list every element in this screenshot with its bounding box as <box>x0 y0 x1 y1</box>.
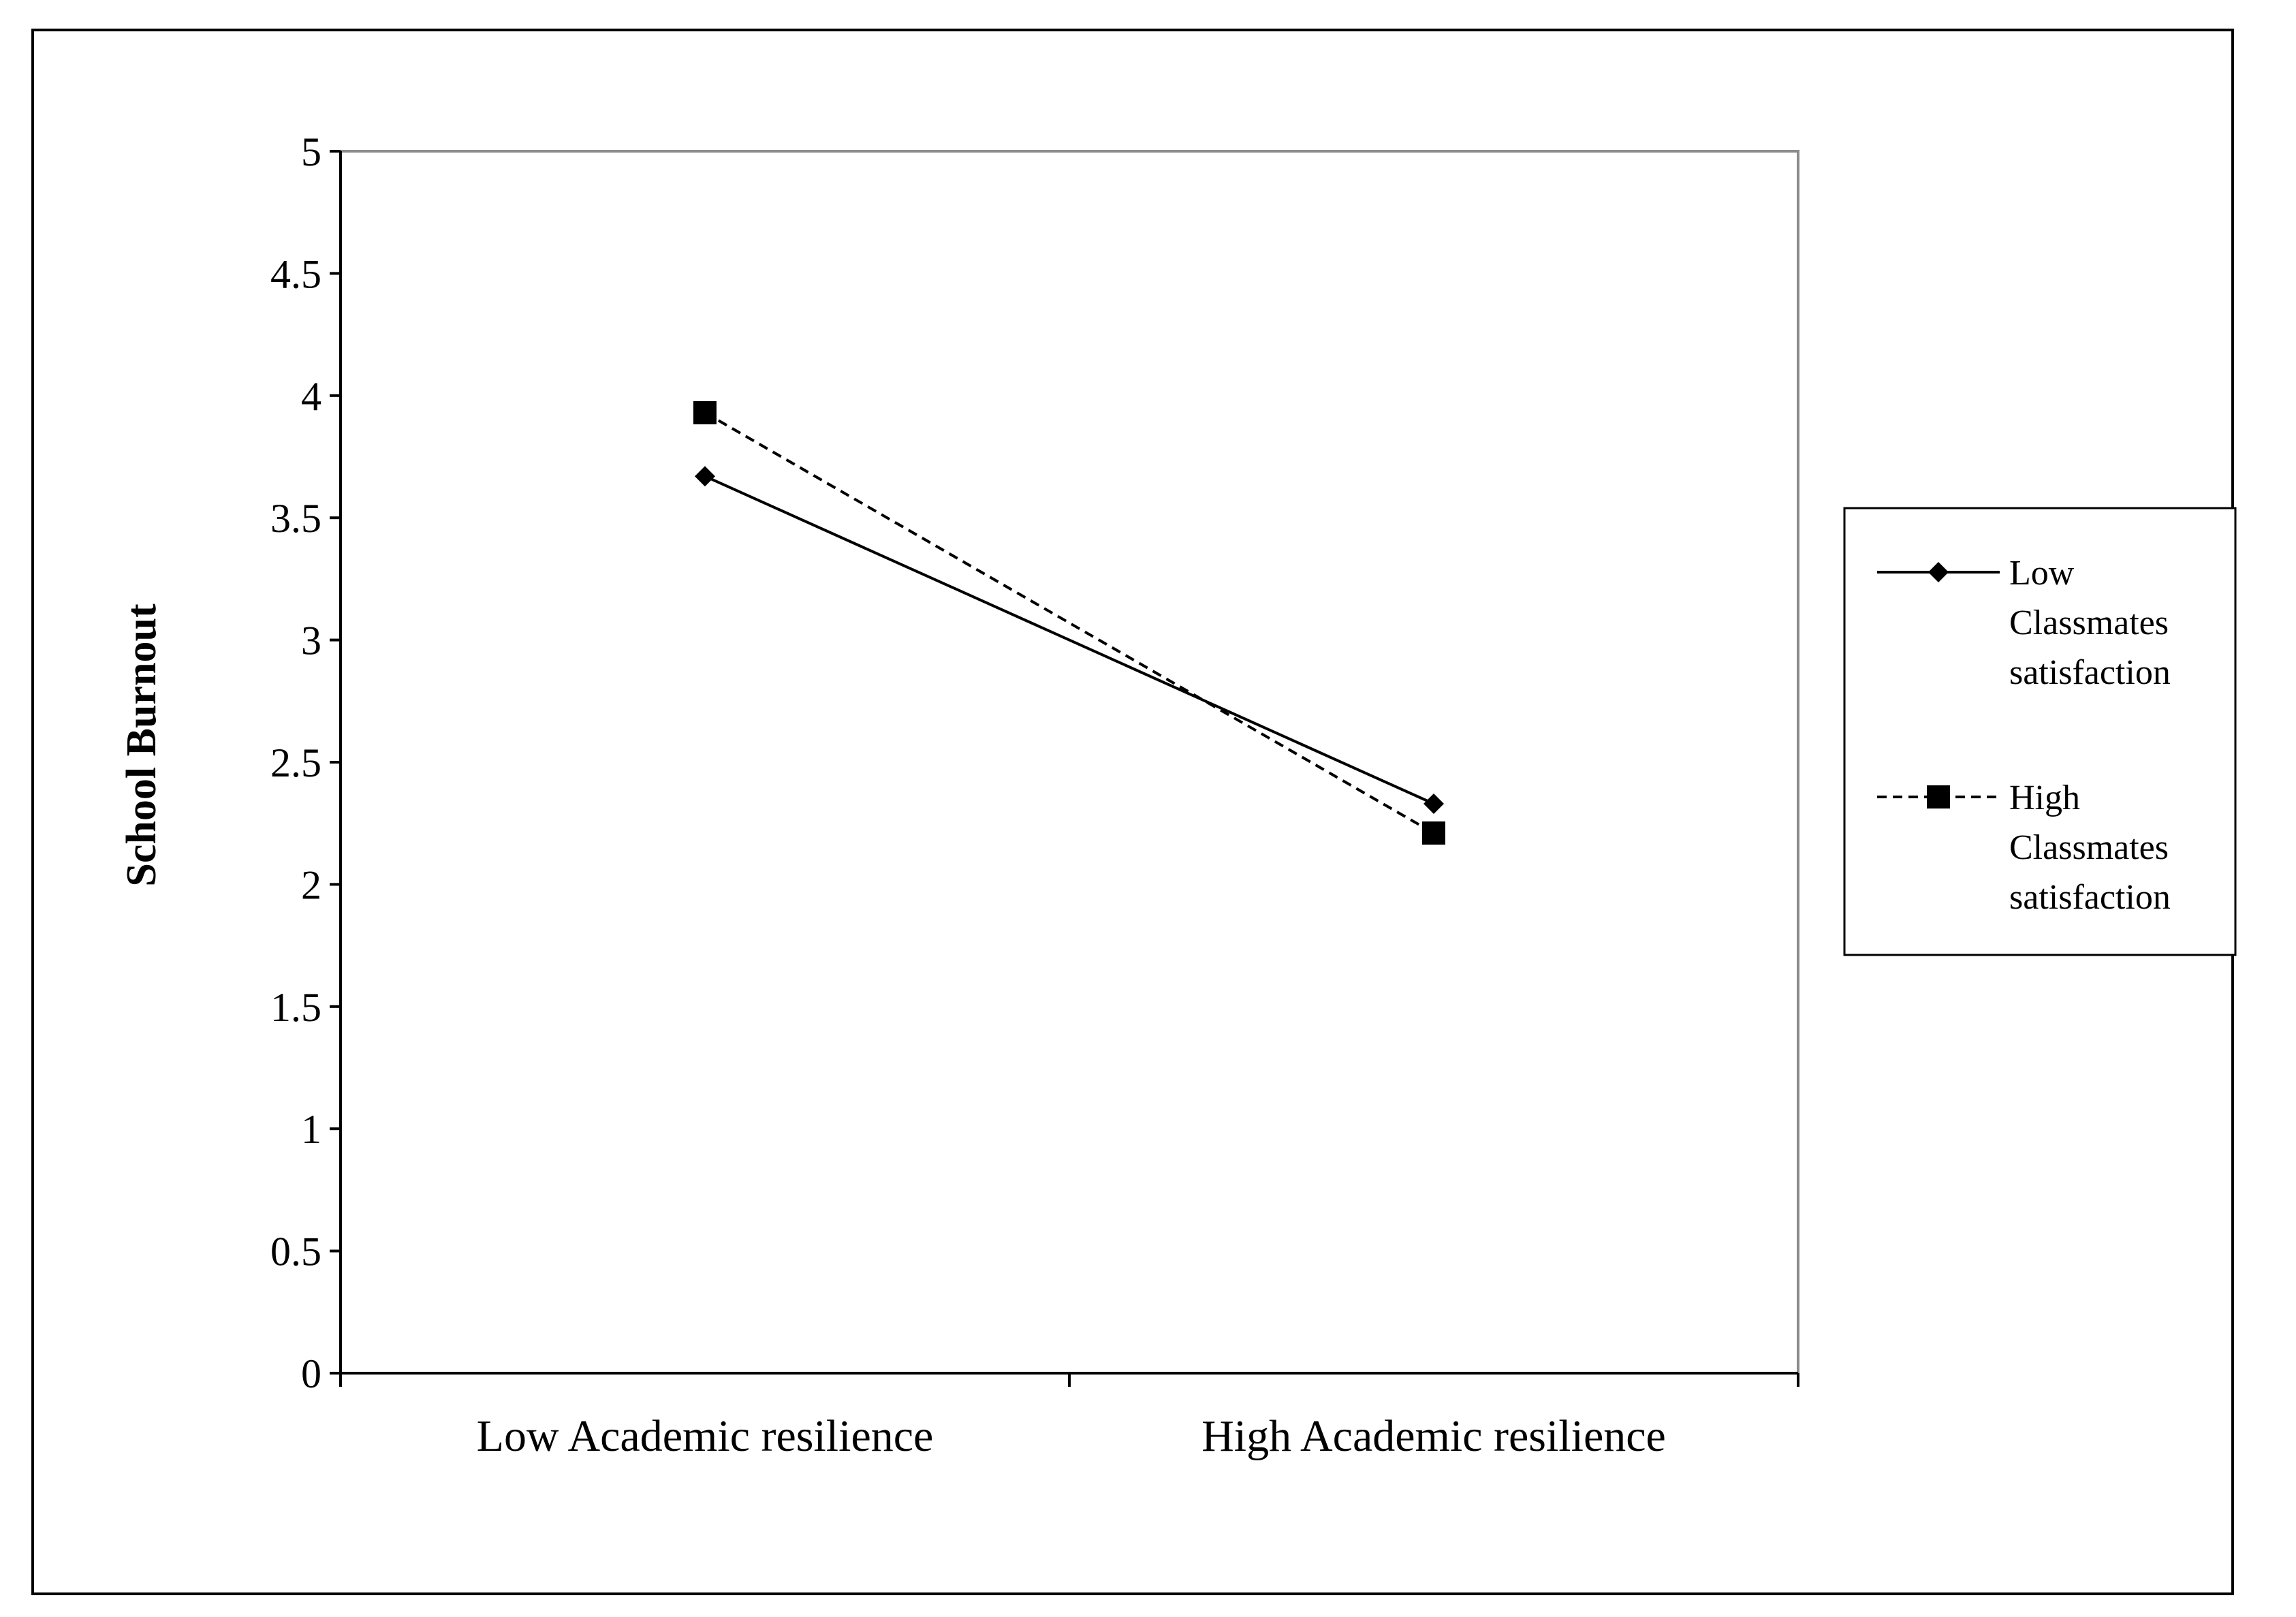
y-tick-label: 2 <box>301 862 321 907</box>
x-category-label: Low Academic resilience <box>477 1411 934 1461</box>
legend-label: satisfaction <box>2009 653 2171 692</box>
series-line <box>704 475 1434 805</box>
legend-label: Classmates <box>2009 603 2169 642</box>
data-point-diamond <box>1424 793 1444 814</box>
y-axis-title: School Burnout <box>119 603 165 887</box>
y-tick-label: 3.5 <box>270 496 321 541</box>
legend-label: Low <box>2009 554 2075 593</box>
y-tick-label: 1 <box>301 1107 321 1152</box>
legend-marker-square <box>1927 785 1950 808</box>
y-tick-label: 0.5 <box>270 1229 321 1274</box>
legend-entry: Low Classmates satisfaction <box>1877 554 2171 692</box>
x-category-label: High Academic resilience <box>1201 1411 1666 1461</box>
y-tick-label: 4 <box>301 374 321 419</box>
data-point-diamond <box>695 466 715 487</box>
legend-label: satisfaction <box>2009 878 2171 917</box>
legend-box <box>1843 507 2237 956</box>
legend-entry: High Classmates satisfaction <box>1877 779 2171 917</box>
series-square <box>693 401 1445 845</box>
y-tick-label: 0 <box>301 1351 321 1396</box>
data-point-square <box>1422 821 1445 845</box>
series-layer <box>693 401 1445 845</box>
y-axis-ticks: 0 0.5 1 1.5 2 2.5 3 3.5 4 4.5 5 <box>270 129 341 1396</box>
legend: Low Classmates satisfaction High Classmates s… <box>1877 554 2171 917</box>
data-point-square <box>693 401 717 424</box>
legend-label: High <box>2009 779 2080 817</box>
legend-marker-diamond <box>1928 562 1949 582</box>
y-tick-label: 4.5 <box>270 251 321 296</box>
x-axis-ticks: Low Academic resilience High Academic res… <box>339 1373 1799 1461</box>
y-tick-label: 1.5 <box>270 985 321 1030</box>
y-tick-label: 5 <box>301 129 321 174</box>
legend-label: Classmates <box>2009 828 2169 867</box>
series-diamond <box>695 466 1444 814</box>
y-tick-label: 3 <box>301 618 321 663</box>
y-tick-label: 2.5 <box>270 740 321 785</box>
